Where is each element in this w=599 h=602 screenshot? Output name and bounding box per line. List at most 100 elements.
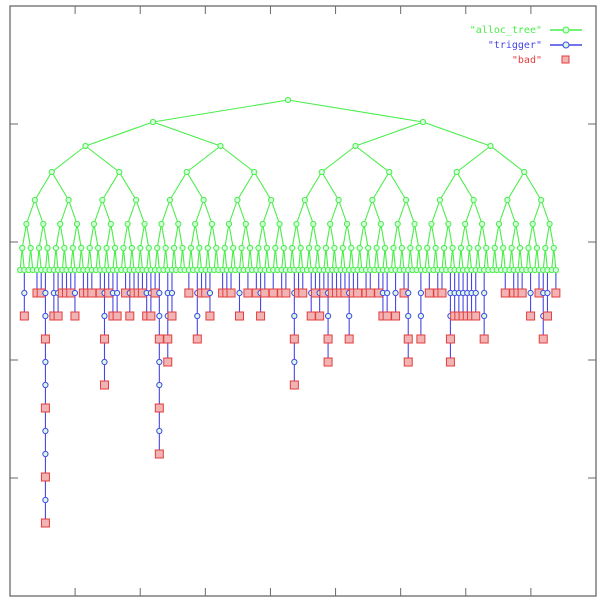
tree-node <box>90 220 98 228</box>
tree-edge <box>447 223 454 249</box>
tree-node <box>124 220 131 228</box>
tree-node <box>525 244 532 252</box>
tree-node <box>221 244 228 252</box>
tree-node <box>415 244 422 252</box>
tree-edge <box>508 247 513 271</box>
tree-edge <box>399 247 403 271</box>
tree-node <box>65 196 72 204</box>
bad-marker <box>315 311 325 321</box>
bad-marker <box>125 311 135 321</box>
tree-node <box>529 220 536 228</box>
tree-node <box>516 244 524 252</box>
tree-node <box>217 142 224 150</box>
bad-marker <box>40 472 50 482</box>
trigger-node <box>392 289 399 297</box>
tree-node <box>538 196 545 204</box>
tree-edge <box>498 199 508 225</box>
tree-edge <box>551 247 555 271</box>
tree-node <box>546 220 553 228</box>
tree-edge <box>171 247 175 271</box>
bad-marker <box>154 403 164 413</box>
bad-marker <box>70 311 80 321</box>
bad-marker <box>154 449 164 459</box>
tree-edge <box>103 247 108 271</box>
tree-edge <box>80 247 84 271</box>
tree-edge <box>483 247 487 271</box>
tree-node <box>356 244 363 252</box>
tree-node <box>213 244 220 252</box>
trigger-node <box>156 312 163 320</box>
tree-edge <box>308 223 314 249</box>
tree-node <box>394 220 401 228</box>
tree-edge <box>466 247 470 271</box>
tree-node <box>238 244 245 252</box>
tree-node <box>550 244 557 252</box>
trigger-node <box>405 289 412 297</box>
tree-node <box>466 244 473 252</box>
tree-node <box>343 220 351 228</box>
trigger-node <box>21 289 28 297</box>
tree-edge <box>382 247 386 271</box>
legend-entry-alloc-tree: "alloc_tree" <box>470 25 582 36</box>
tree-edge <box>241 223 247 249</box>
tree-edge <box>281 247 285 271</box>
tree-edge <box>494 223 500 249</box>
tree-edge <box>205 247 209 271</box>
bad-marker <box>40 518 50 528</box>
tree-edge <box>137 247 141 271</box>
trigger-node <box>156 427 163 435</box>
tree-node <box>495 220 503 228</box>
tree-node <box>268 196 275 204</box>
bad-marker <box>256 311 266 321</box>
tree-edge <box>314 247 319 271</box>
trigger-node <box>42 312 49 320</box>
tree-edge <box>25 223 32 249</box>
tree-edge <box>110 223 116 249</box>
bad-marker <box>298 288 308 298</box>
trigger-node <box>527 289 534 297</box>
tree-node <box>170 244 178 252</box>
tree-edge <box>106 223 112 249</box>
tree-edge <box>449 247 454 271</box>
tree-node <box>339 244 346 252</box>
tree-node <box>40 220 47 228</box>
trigger-node <box>384 289 391 297</box>
tree-edge <box>274 247 279 271</box>
tree-node <box>284 96 292 104</box>
tree-edge <box>127 199 137 225</box>
trigger-node <box>42 450 49 458</box>
tree-node <box>373 244 380 252</box>
tree-edge <box>61 247 65 271</box>
tree-edge <box>122 223 129 249</box>
tree-node <box>377 220 384 228</box>
bad-marker <box>382 311 392 321</box>
tree-edge <box>156 247 160 271</box>
tree-node <box>440 244 448 252</box>
tree-node <box>259 220 266 228</box>
tree-edge <box>85 145 120 173</box>
bad-marker <box>445 334 455 344</box>
tree-edge <box>211 223 217 249</box>
tree-edge <box>224 247 228 271</box>
tree-edge <box>42 223 49 249</box>
tree-edge <box>34 171 53 201</box>
tree-node <box>335 196 342 204</box>
legend-marker-bad <box>561 55 570 64</box>
tree-edge <box>249 247 253 271</box>
tree-edge <box>30 247 34 271</box>
tree-edge <box>27 247 32 271</box>
tree-edge <box>456 145 491 173</box>
tree-edge <box>532 223 538 249</box>
bad-marker <box>551 288 561 298</box>
bad-marker <box>163 334 173 344</box>
trigger-node <box>42 289 49 297</box>
tree-edge <box>456 171 475 201</box>
tree-node <box>19 244 26 252</box>
tree-edge <box>340 247 344 271</box>
tree-edge <box>527 247 532 271</box>
tree-node <box>542 244 549 252</box>
tree-node <box>436 196 443 204</box>
tree-edge <box>300 247 304 271</box>
tree-edge <box>97 247 101 271</box>
tree-edge <box>101 199 112 225</box>
